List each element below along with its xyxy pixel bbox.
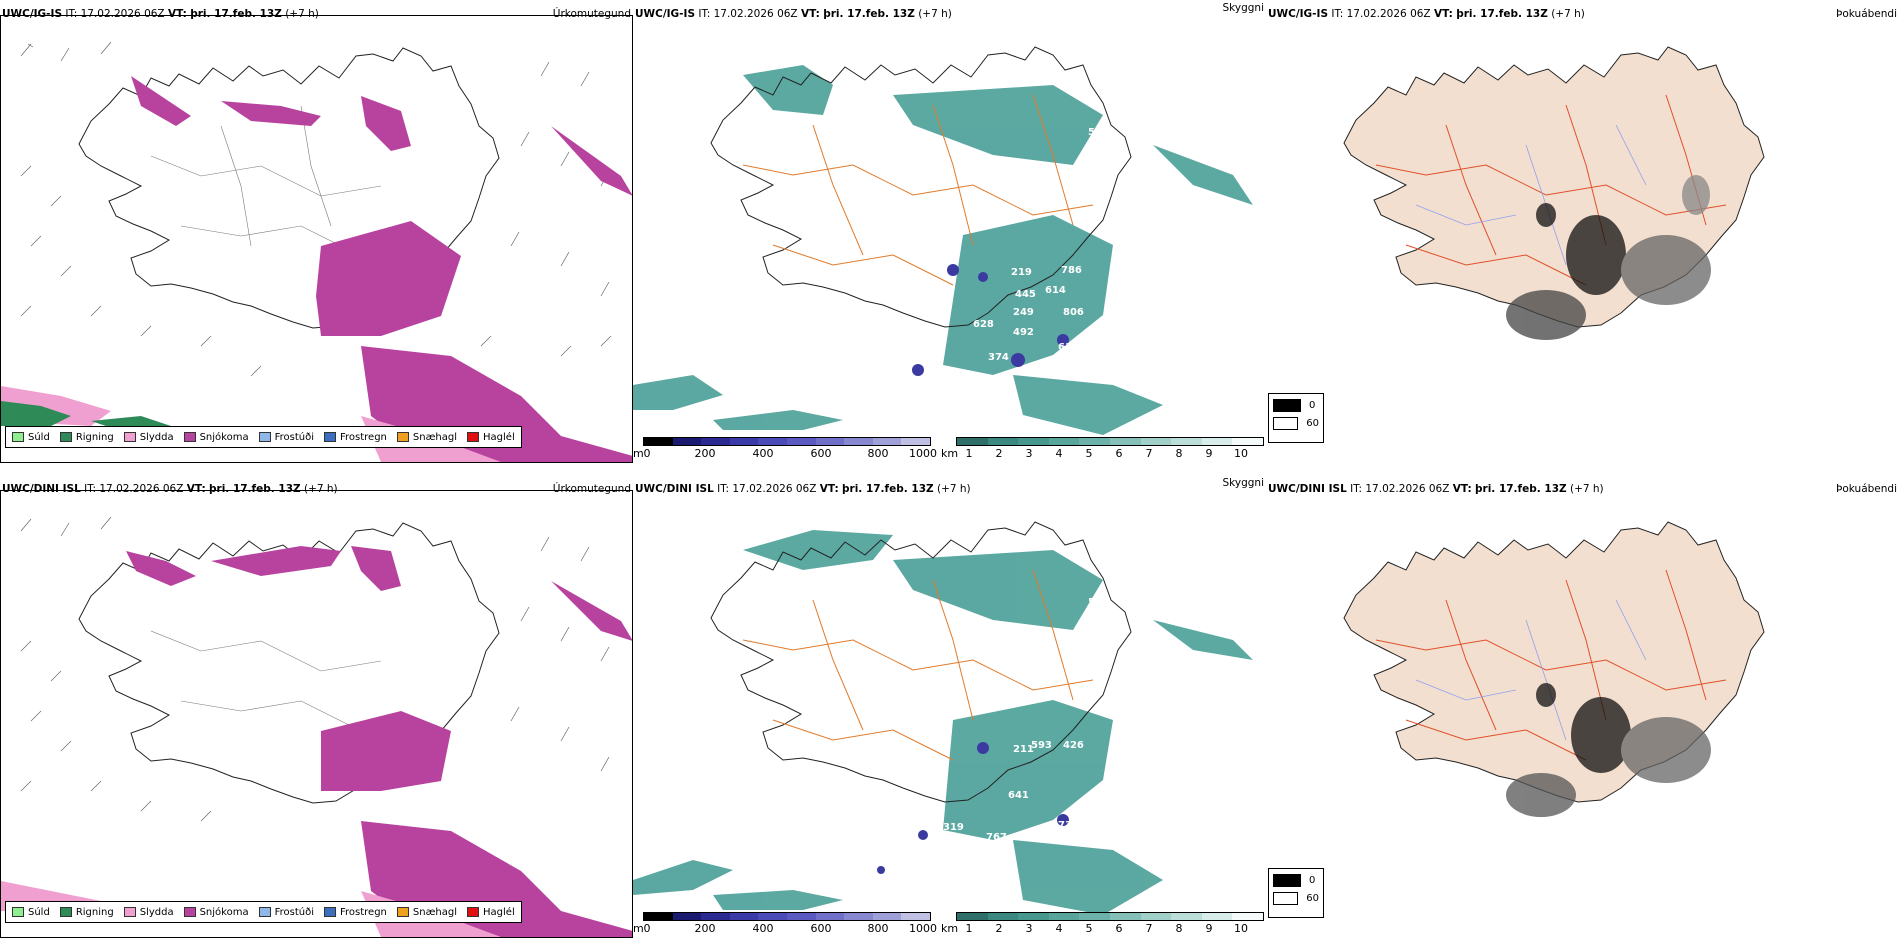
- legend-item: Frostúði: [258, 432, 314, 443]
- fog-panel-top: UWC/IG-IS IT: 17.02.2026 06Z VT: þri. 17…: [1266, 0, 1899, 475]
- cloud-label: 211: [1013, 744, 1034, 755]
- legend-item: Frostregn: [324, 907, 387, 918]
- cloud-label: 593: [1031, 740, 1052, 751]
- fog-indicator: [1506, 175, 1711, 340]
- visibility-colorbar: km 1 2 3 4 5 6 7 8 9 10: [941, 437, 1266, 460]
- cloud-base-patches: [877, 742, 1069, 874]
- fog-legend: 0 60: [1268, 868, 1324, 918]
- precip-map: Súld Rigning Slydda Snjókoma Frostúði Fr…: [0, 490, 633, 938]
- panel-title: Þokuábendi: [1836, 8, 1897, 20]
- panel-title: Skyggni: [1222, 477, 1265, 489]
- fog-map-svg: [1343, 46, 1765, 340]
- legend-item: Snæhagl: [396, 432, 457, 443]
- precip-legend: Súld Rigning Slydda Snjókoma Frostúði Fr…: [5, 426, 522, 448]
- visibility-map-svg: 564 219 786 445 614 249 806 628 492 618 …: [633, 46, 1253, 435]
- cloud-label: 735: [1058, 820, 1079, 831]
- visibility-map-svg: 566 211 593 426 641 319 767 735: [633, 521, 1253, 915]
- cloud-label: 806: [1063, 307, 1084, 318]
- height-colorbar: m 0 200 400 600 800 1000: [633, 912, 937, 935]
- cloud-label: 492: [1013, 327, 1034, 338]
- visibility-panel-bottom: UWC/DINI ISL IT: 17.02.2026 06Z VT: þri.…: [633, 475, 1266, 950]
- cloud-label: 566: [1088, 597, 1109, 608]
- cloud-label: 426: [1063, 740, 1084, 751]
- iceland-outline: [1343, 521, 1765, 803]
- cloud-label: 767: [986, 832, 1007, 843]
- legend-item: Frostregn: [324, 432, 387, 443]
- iceland-outline: [710, 46, 1132, 328]
- fog-map-svg: [1343, 521, 1765, 817]
- low-visibility-areas: [633, 530, 1253, 915]
- fog-legend: 0 60: [1268, 393, 1324, 443]
- iceland-outline: [710, 521, 1132, 803]
- iceland-outline: [78, 522, 500, 804]
- precip-map: Súld Rigning Slydda Snjókoma Frostúði Fr…: [0, 15, 633, 463]
- legend-item: Snjókoma: [183, 432, 249, 443]
- visibility-colorbar: km 1 2 3 4 5 6 7 8 9 10: [941, 912, 1266, 935]
- fog-map: 0 60: [1266, 490, 1899, 938]
- cloud-label: 628: [973, 319, 994, 330]
- cloud-label: 319: [943, 822, 964, 833]
- legend-item: Súld: [12, 907, 50, 918]
- cloud-label: 618: [1058, 342, 1079, 353]
- cloud-label: 786: [1061, 265, 1082, 276]
- cloud-label: 445: [1015, 289, 1036, 300]
- legend-item: Frostúði: [258, 907, 314, 918]
- precip-panel-bottom: UWC/DINI ISL IT: 17.02.2026 06Z VT: þri.…: [0, 475, 633, 950]
- panel-title: Úrkomutegund: [552, 8, 631, 20]
- cloud-labels: 566 211 593 426 641 319 767 735: [943, 597, 1109, 843]
- iceland-outline: [78, 47, 500, 329]
- visibility-panel-top: UWC/IG-IS IT: 17.02.2026 06Z VT: þri. 17…: [633, 0, 1266, 475]
- cloud-label: 641: [1008, 790, 1029, 801]
- panel-title: Úrkomutegund: [552, 483, 631, 495]
- panel-title: Þokuábendi: [1836, 483, 1897, 495]
- cloud-label: 564: [1088, 127, 1109, 138]
- precip-panel-top: UWC/IG-IS IT: 17.02.2026 06Z VT: þri. 17…: [0, 0, 633, 475]
- legend-item: Snæhagl: [396, 907, 457, 918]
- legend-item: Rigning: [59, 907, 114, 918]
- cloud-label: 249: [1013, 307, 1034, 318]
- model-name: UWC/IG-IS: [2, 8, 63, 20]
- low-visibility-areas: [633, 65, 1253, 435]
- legend-item: Snjókoma: [183, 907, 249, 918]
- cloud-label: 219: [1011, 267, 1032, 278]
- cloud-labels: 564 219 786 445 614 249 806 628 492 618 …: [973, 127, 1109, 363]
- precip-legend: Súld Rigning Slydda Snjókoma Frostúði Fr…: [5, 901, 522, 923]
- visibility-map: 564 219 786 445 614 249 806 628 492 618 …: [633, 15, 1266, 463]
- cloud-label: 374: [988, 352, 1009, 363]
- precip-map-svg: [1, 41, 633, 462]
- legend-item: Haglél: [467, 907, 515, 918]
- height-colorbar: m 0 200 400 600 800 1000: [633, 437, 937, 460]
- precip-map-svg: [1, 516, 633, 937]
- cloud-label: 614: [1045, 285, 1066, 296]
- fog-indicator: [1506, 683, 1711, 817]
- legend-item: Slydda: [123, 907, 174, 918]
- cloud-base-patches: [912, 264, 1069, 376]
- legend-item: Súld: [12, 432, 50, 443]
- panel-title: Skyggni: [1222, 2, 1265, 14]
- legend-item: Haglél: [467, 432, 515, 443]
- fog-panel-bottom: UWC/DINI ISL IT: 17.02.2026 06Z VT: þri.…: [1266, 475, 1899, 950]
- legend-item: Slydda: [123, 432, 174, 443]
- visibility-map: 566 211 593 426 641 319 767 735 m 0 200: [633, 490, 1266, 938]
- fog-map: 0 60: [1266, 15, 1899, 463]
- legend-item: Rigning: [59, 432, 114, 443]
